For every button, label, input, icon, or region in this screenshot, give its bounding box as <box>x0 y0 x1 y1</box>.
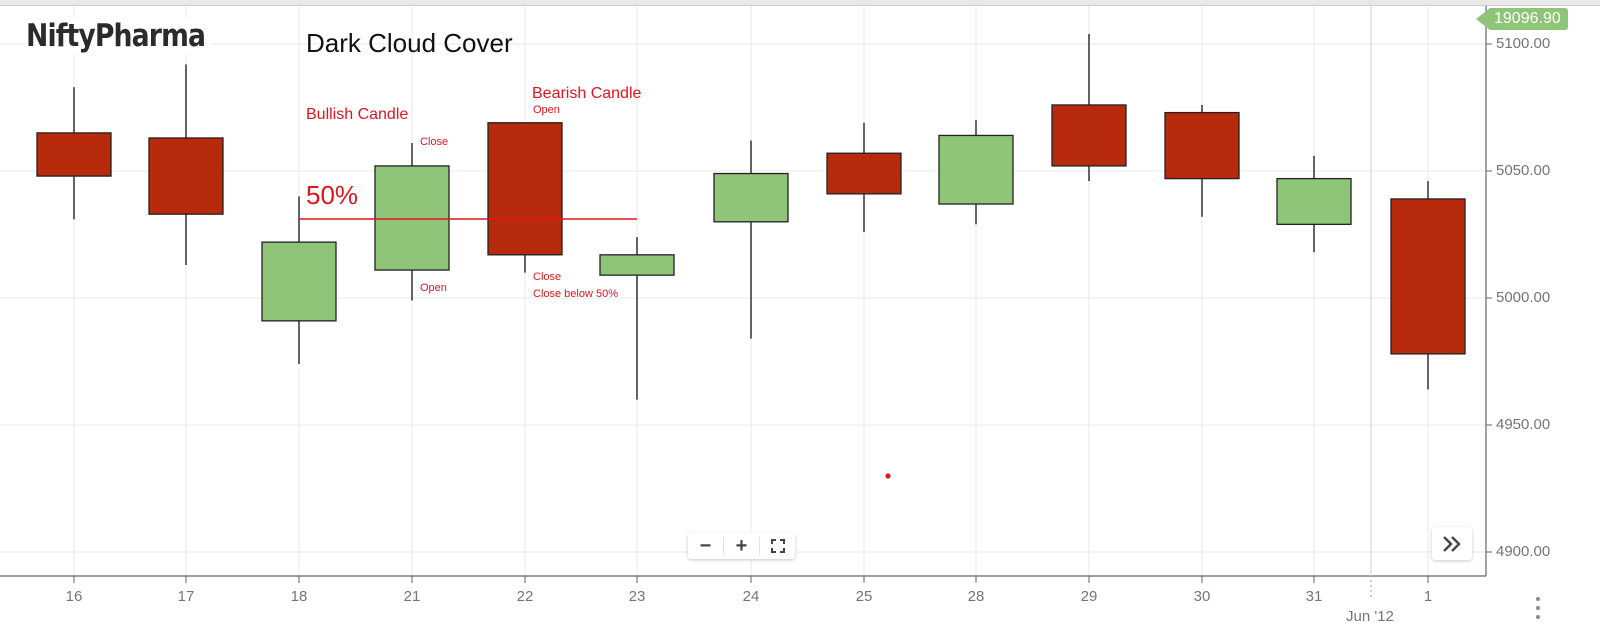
x-label: 25 <box>855 588 873 605</box>
bearish-candle[interactable] <box>1051 33 1127 182</box>
fullscreen-button[interactable] <box>760 533 795 559</box>
bearish-close-label: Close <box>533 271 562 283</box>
x-label: 28 <box>967 588 985 605</box>
fullscreen-icon <box>770 539 785 553</box>
candles <box>36 33 1466 400</box>
zoom-out-button[interactable]: − <box>688 533 723 559</box>
bullish-candle[interactable] <box>938 120 1014 225</box>
y-label: 5050.00 <box>1496 162 1551 179</box>
top-border <box>0 0 1600 6</box>
minus-icon: − <box>699 534 712 557</box>
fifty-percent-label: 50% <box>306 180 359 210</box>
scroll-to-latest-button[interactable] <box>1432 527 1472 560</box>
x-label: 18 <box>290 588 308 605</box>
more-options-button[interactable] <box>1533 597 1543 619</box>
marker-dot <box>885 473 891 479</box>
zoom-controls: − + <box>688 533 795 559</box>
bullish-candle[interactable] <box>599 237 675 400</box>
bullish-open-label: Open <box>420 282 447 294</box>
x-label: 1 <box>1423 588 1433 605</box>
plus-icon: + <box>735 534 748 557</box>
bearish-candle-label: Bearish Candle <box>532 85 642 102</box>
x-label: 24 <box>742 588 760 605</box>
bearish-candle[interactable] <box>826 122 902 232</box>
bullish-close-label: Close <box>420 136 449 148</box>
zoom-in-button[interactable]: + <box>724 533 759 559</box>
x-label: 29 <box>1080 588 1098 605</box>
brand-title: NiftyPharma <box>26 18 211 54</box>
bearish-candle[interactable] <box>1390 181 1466 390</box>
y-label: 5000.00 <box>1496 289 1551 306</box>
dot <box>1536 606 1540 610</box>
bearish-candle[interactable] <box>148 64 224 265</box>
y-label: 4950.00 <box>1496 416 1551 433</box>
divider <box>723 537 724 555</box>
dot <box>1536 615 1540 619</box>
chart-title: Dark Cloud Cover <box>306 28 513 58</box>
bearish-candle[interactable] <box>36 87 112 220</box>
x-label: 22 <box>516 588 534 605</box>
close-below-label: Close below 50% <box>533 288 618 300</box>
dot <box>1536 597 1540 601</box>
y-label: 4900.00 <box>1496 543 1551 560</box>
double-chevron-right-icon <box>1443 535 1461 552</box>
bullish-candle[interactable] <box>713 140 789 339</box>
x-label: 30 <box>1193 588 1211 605</box>
grid-lines <box>0 6 1486 576</box>
bullish-candle[interactable] <box>374 143 450 301</box>
x-label: 23 <box>628 588 646 605</box>
divider <box>759 537 760 555</box>
bearish-candle[interactable] <box>1164 104 1240 217</box>
bullish-candle-label: Bullish Candle <box>306 106 409 123</box>
bearish-open-label: Open <box>533 104 560 116</box>
axis-ticks <box>73 43 1492 583</box>
x-label: 31 <box>1305 588 1323 605</box>
bullish-candle[interactable] <box>261 196 337 365</box>
month-label: Jun '12 <box>1346 608 1394 625</box>
x-label: 16 <box>65 588 83 605</box>
bearish-candle[interactable] <box>487 122 563 273</box>
x-label: 21 <box>403 588 421 605</box>
x-label: 17 <box>177 588 195 605</box>
bullish-candle[interactable] <box>1276 155 1352 253</box>
y-label: 5100.00 <box>1496 35 1551 52</box>
last-price-tag: 19096.90 <box>1476 8 1568 30</box>
